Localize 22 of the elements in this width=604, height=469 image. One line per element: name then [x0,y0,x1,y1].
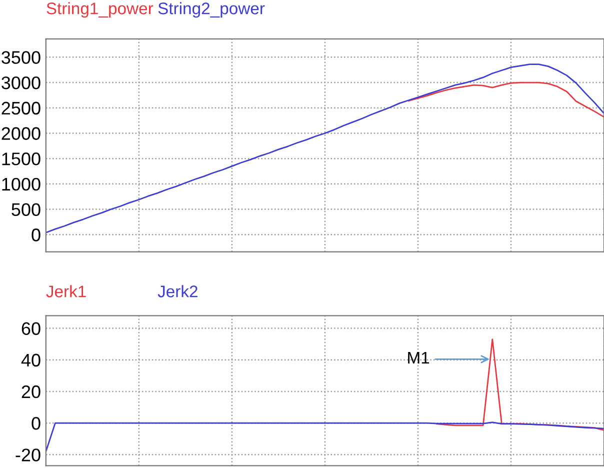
annotation: M1 [408,352,430,364]
line-series [46,422,604,452]
text: Jerk1 [46,285,86,298]
y-tick-label: 40 [21,354,40,367]
y-tick-label: 20 [22,385,40,398]
y-tick-label: 1000 [2,178,40,191]
y-tick-label: 0 [32,416,40,430]
y-tick-label: 500 [12,203,40,216]
text: String2_power [158,2,265,18]
y-tick-label: 60 [22,322,40,335]
y-tick-label: 2000 [2,127,40,140]
y-tick-label: 2500 [2,102,40,115]
text: Jerk2 [158,285,198,298]
text: String1_power [46,2,154,18]
y-tick-label: 1500 [2,152,40,166]
y-tick-label: 0 [32,228,40,242]
line-series [436,338,604,431]
line-series [408,82,604,118]
y-tick-label: 3000 [2,76,40,90]
y-tick-label: -20 [16,448,40,462]
line-series [46,64,604,234]
y-tick-label: 3500 [2,51,40,64]
